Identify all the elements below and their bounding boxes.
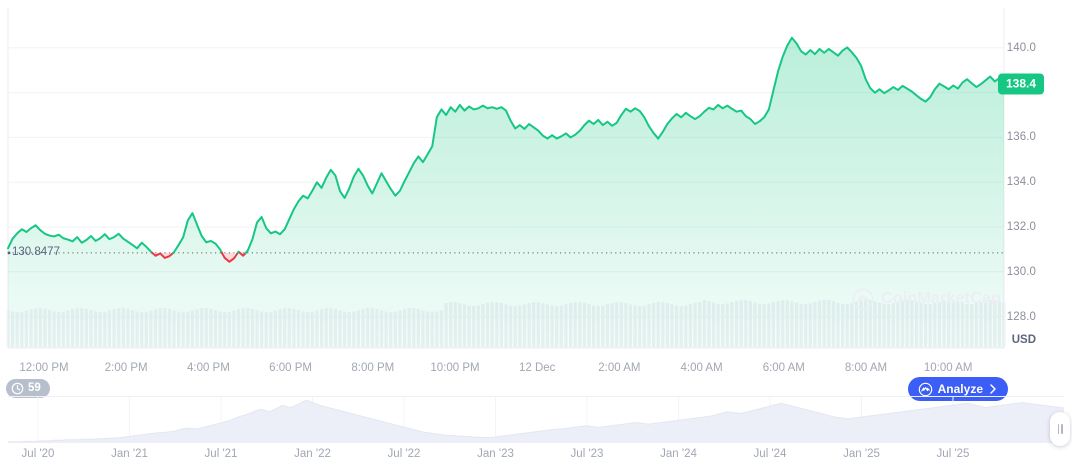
navigator-tick-label: Jul '24 [753, 448, 787, 460]
range-navigator[interactable] [0, 396, 1072, 470]
navigator-right-handle[interactable] [1050, 412, 1070, 446]
navigator-tick-label: Jan '21 [111, 448, 148, 460]
analyze-button-label: Analyze [937, 382, 983, 396]
drag-handle-icon [1057, 424, 1059, 434]
price-line-chart[interactable] [0, 0, 1072, 360]
x-axis-labels: 12:00 PM 2:00 PM 4:00 PM 6:00 PM 8:00 PM 10:0… [0, 358, 1072, 382]
navigator-tick-label: Jul '23 [570, 448, 604, 460]
x-axis-tick-label: 2:00 PM [104, 362, 148, 374]
drag-handle-icon [1061, 424, 1063, 434]
navigator-mini-chart[interactable] [0, 396, 1072, 448]
clock-icon [11, 382, 24, 395]
countdown-value: 59 [28, 381, 41, 394]
x-axis-tick-label: 10:00 PM [430, 362, 480, 374]
x-axis-tick-label: 6:00 AM [762, 362, 805, 374]
navigator-tick-label: Jan '24 [660, 448, 697, 460]
x-axis-tick-label: 12:00 PM [19, 362, 69, 374]
countdown-badge[interactable]: 59 [6, 379, 50, 398]
main-plot-area[interactable] [0, 0, 1072, 360]
x-axis-tick-label: 2:00 AM [598, 362, 641, 374]
x-axis-tick-label: 4:00 PM [186, 362, 230, 374]
navigator-tick-label: Jan '23 [477, 448, 514, 460]
coinmarketcap-logo-icon [852, 288, 874, 310]
analyze-icon [918, 382, 932, 396]
navigator-tick-label: Jan '22 [294, 448, 331, 460]
navigator-axis-labels: Jul '20 Jan '21 Jul '21 Jan '22 Jul '22 Jan '… [0, 444, 1072, 468]
x-axis-tick-label: 8:00 PM [351, 362, 395, 374]
navigator-tick-label: Jul '22 [387, 448, 421, 460]
x-axis-tick-label: 10:00 AM [923, 362, 973, 374]
coinmarketcap-watermark: CoinMarketCap [852, 288, 1001, 310]
navigator-tick-label: Jul '20 [21, 448, 55, 460]
x-axis-tick-label: 6:00 PM [269, 362, 313, 374]
x-axis-tick-label: 12 Dec [518, 362, 556, 374]
navigator-tick-label: Jul '21 [204, 448, 238, 460]
watermark-text: CoinMarketCap [881, 290, 1001, 307]
navigator-tick-label: Jul '25 [936, 448, 970, 460]
x-axis-tick-label: 8:00 AM [844, 362, 888, 374]
x-axis-tick-label: 4:00 AM [680, 362, 723, 374]
chevron-right-icon [990, 384, 996, 394]
reference-price-label: 130.8477 [12, 245, 60, 258]
navigator-tick-label: Jan '25 [843, 448, 880, 460]
